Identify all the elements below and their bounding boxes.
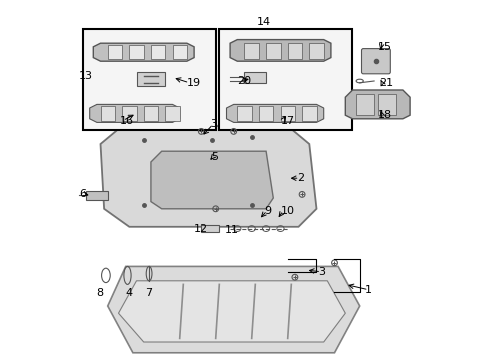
FancyBboxPatch shape bbox=[355, 94, 373, 115]
Polygon shape bbox=[93, 43, 194, 61]
Polygon shape bbox=[151, 151, 273, 209]
FancyBboxPatch shape bbox=[122, 106, 136, 121]
Text: 20: 20 bbox=[237, 76, 251, 86]
FancyBboxPatch shape bbox=[201, 225, 219, 232]
Text: 5: 5 bbox=[211, 152, 218, 162]
FancyBboxPatch shape bbox=[82, 29, 215, 130]
FancyBboxPatch shape bbox=[165, 106, 179, 121]
FancyBboxPatch shape bbox=[86, 191, 107, 200]
Text: 10: 10 bbox=[280, 206, 294, 216]
Text: 3: 3 bbox=[210, 119, 217, 129]
Text: 17: 17 bbox=[280, 116, 294, 126]
Text: 3: 3 bbox=[318, 267, 325, 277]
Text: 14: 14 bbox=[257, 17, 271, 27]
FancyBboxPatch shape bbox=[287, 43, 302, 59]
FancyBboxPatch shape bbox=[101, 106, 115, 121]
FancyBboxPatch shape bbox=[107, 45, 122, 59]
Text: 19: 19 bbox=[186, 78, 201, 88]
Text: 15: 15 bbox=[377, 42, 391, 52]
Polygon shape bbox=[345, 90, 409, 119]
Text: 8: 8 bbox=[96, 288, 103, 298]
Text: 1: 1 bbox=[365, 285, 371, 295]
FancyBboxPatch shape bbox=[280, 106, 294, 121]
Text: 16: 16 bbox=[120, 116, 134, 126]
FancyBboxPatch shape bbox=[129, 45, 143, 59]
Polygon shape bbox=[230, 40, 330, 61]
FancyBboxPatch shape bbox=[151, 45, 165, 59]
Text: 6: 6 bbox=[79, 189, 86, 199]
FancyBboxPatch shape bbox=[302, 106, 316, 121]
FancyBboxPatch shape bbox=[136, 72, 165, 86]
Polygon shape bbox=[101, 126, 316, 227]
FancyBboxPatch shape bbox=[172, 45, 186, 59]
Text: 11: 11 bbox=[224, 225, 238, 235]
Polygon shape bbox=[226, 104, 323, 122]
FancyBboxPatch shape bbox=[143, 106, 158, 121]
FancyBboxPatch shape bbox=[244, 43, 258, 59]
FancyBboxPatch shape bbox=[244, 72, 265, 83]
Text: 13: 13 bbox=[79, 71, 93, 81]
Text: 21: 21 bbox=[379, 78, 393, 88]
Text: 7: 7 bbox=[145, 288, 152, 298]
FancyBboxPatch shape bbox=[309, 43, 323, 59]
Text: 2: 2 bbox=[296, 173, 303, 183]
FancyBboxPatch shape bbox=[237, 106, 251, 121]
FancyBboxPatch shape bbox=[258, 106, 273, 121]
Text: 18: 18 bbox=[377, 110, 391, 120]
FancyBboxPatch shape bbox=[219, 29, 352, 130]
Text: 12: 12 bbox=[194, 224, 208, 234]
Polygon shape bbox=[107, 266, 359, 353]
FancyBboxPatch shape bbox=[265, 43, 280, 59]
Polygon shape bbox=[89, 104, 179, 122]
FancyBboxPatch shape bbox=[377, 94, 395, 115]
Polygon shape bbox=[118, 281, 345, 342]
Text: 4: 4 bbox=[125, 288, 132, 298]
Text: 9: 9 bbox=[264, 206, 271, 216]
FancyBboxPatch shape bbox=[361, 49, 389, 74]
